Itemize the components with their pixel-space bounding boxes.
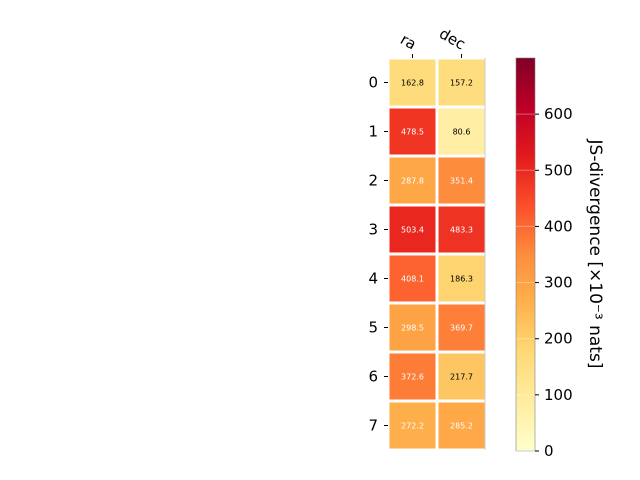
heatmap-cell: [435, 399, 488, 452]
cell-value-label: 408.1: [401, 275, 424, 284]
cell-value-label: 351.4: [450, 177, 473, 186]
heatmap-cell: [435, 105, 488, 158]
colorbar-tick-label: 300: [544, 274, 573, 292]
row-label: 5: [368, 319, 378, 337]
cell-value-label: 186.3: [450, 275, 473, 284]
colorbar-tick-label: 100: [544, 386, 573, 404]
row-label: 0: [368, 74, 378, 92]
cell-value-label: 483.3: [450, 226, 473, 235]
cell-value-label: 162.8: [401, 79, 424, 88]
colorbar-label: JS-divergence [×10⁻³ nats]: [585, 139, 605, 369]
colorbar-tick-label: 400: [544, 217, 573, 235]
column-label: dec: [436, 24, 468, 53]
cell-value-label: 80.6: [453, 128, 471, 137]
row-labels: 0 1 2 3 4 5 6 7: [368, 74, 388, 435]
cell-value-label: 157.2: [450, 79, 473, 88]
cell-value-label: 287.8: [401, 177, 424, 186]
row-label: 7: [368, 417, 378, 435]
cell-value-label: 372.6: [401, 373, 424, 382]
row-label: 3: [368, 221, 378, 239]
column-labels: ra dec: [397, 24, 469, 58]
colorbar-tick-label: 0: [544, 442, 554, 460]
colorbar-tick-label: 200: [544, 330, 573, 348]
heatmap-cell: [435, 252, 488, 305]
heatmap-cell: [435, 203, 488, 256]
colorbar-tick-label: 600: [544, 105, 573, 123]
cell-value-label: 217.7: [450, 373, 473, 382]
row-label: 2: [368, 172, 378, 190]
cell-value-label: 298.5: [401, 324, 424, 333]
cell-value-label: 272.2: [401, 422, 424, 431]
row-label: 1: [368, 123, 378, 141]
cell-value-label: 369.7: [450, 324, 473, 333]
cell-value-label: 285.2: [450, 422, 473, 431]
heatmap-grid: 162.8 157.2 478.5 80.6 287.8 351.4 503.4 483.3 4…: [386, 56, 488, 452]
colorbar-gradient: [515, 57, 536, 452]
colorbar: 0 100 200 300 400 500 600: [515, 57, 573, 460]
column-label: ra: [397, 30, 419, 53]
cell-value-label: 478.5: [401, 128, 424, 137]
row-label: 4: [368, 270, 378, 288]
cell-value-label: 503.4: [401, 226, 424, 235]
heatmap-cell: [435, 154, 488, 207]
colorbar-tick-label: 500: [544, 161, 573, 179]
row-label: 6: [368, 368, 378, 386]
